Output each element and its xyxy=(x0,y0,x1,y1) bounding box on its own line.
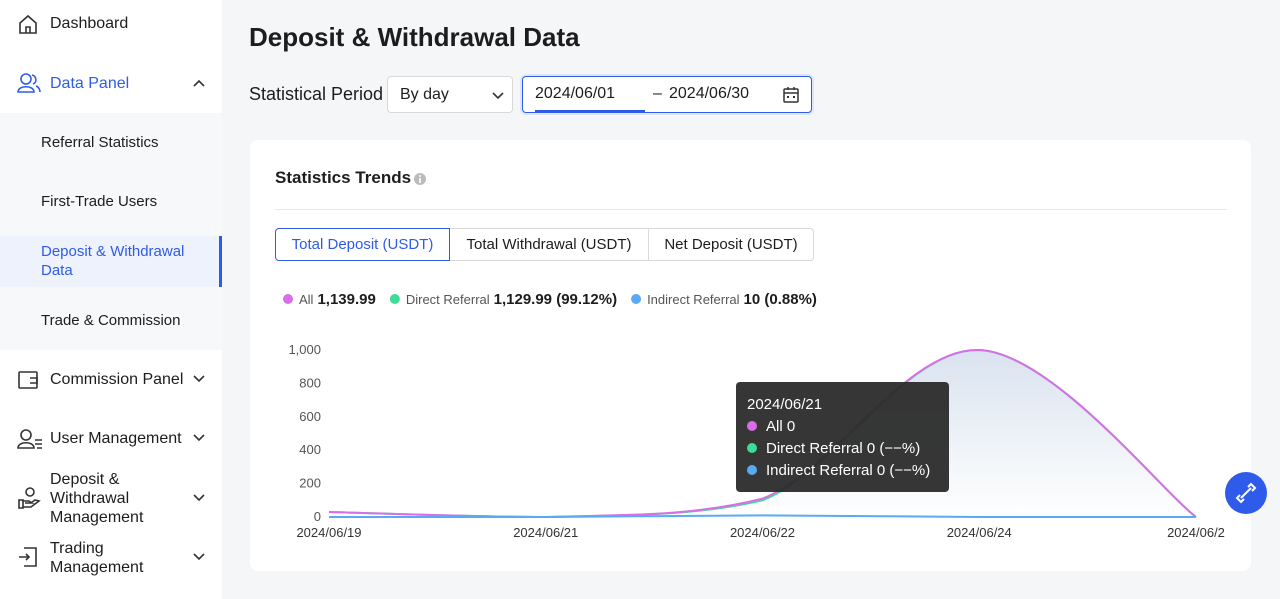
legend-total: 1,129.99 (99.12%) xyxy=(494,291,617,308)
legend-dot xyxy=(389,294,400,304)
chevron xyxy=(193,494,205,502)
sub-item[interactable]: Referral Statistics xyxy=(41,134,159,151)
x-tick-label: 2024/06/24 xyxy=(947,525,1012,540)
date-end[interactable]: 2024/06/30 xyxy=(669,85,750,102)
sidebar: Dashboard Data Panel Referral Statistics… xyxy=(0,0,222,599)
float-button[interactable] xyxy=(1225,472,1267,514)
active-row xyxy=(0,236,222,287)
legend-total: 10 (0.88%) xyxy=(744,291,817,308)
tooltip-item: Indirect Referral 0 (−−%) xyxy=(766,462,930,479)
divider xyxy=(275,209,1227,210)
date-start[interactable]: 2024/06/01 xyxy=(535,85,616,102)
icon xyxy=(19,14,37,34)
tooltip-item: All 0 xyxy=(766,418,795,435)
nav-item[interactable]: Deposit & Withdrawal Management xyxy=(50,471,144,526)
tooltip-bg xyxy=(736,382,949,492)
nav-item[interactable]: Trading Management xyxy=(50,540,144,576)
nav-item[interactable]: Dashboard xyxy=(50,15,129,32)
submenu xyxy=(0,113,222,350)
icon xyxy=(17,73,41,93)
icon xyxy=(18,371,38,389)
legend-dot xyxy=(283,294,293,304)
info-icon[interactable] xyxy=(413,172,427,186)
tooltip: 2024/06/21 All 0 Direct Referral 0 (−−%) In… xyxy=(736,382,949,492)
page-title: Deposit & Withdrawal Data xyxy=(249,22,580,52)
chevron xyxy=(193,553,205,561)
sub-item[interactable]: Deposit & Withdrawal Data xyxy=(41,243,185,279)
icon xyxy=(18,487,41,509)
tab[interactable]: Net Deposit (USDT) xyxy=(648,228,814,261)
tooltip-dot xyxy=(747,443,757,453)
x-tick-label: 2024/06/21 xyxy=(513,525,578,540)
tooltip-dot xyxy=(747,421,757,431)
tab[interactable]: Total Withdrawal (USDT) xyxy=(449,228,649,261)
chevron xyxy=(193,79,205,87)
card-title: Statistics Trends xyxy=(275,168,412,187)
x-tick-label: 2024/06/2 xyxy=(1167,525,1225,540)
x-tick-label: 2024/06/22 xyxy=(730,525,795,540)
y-tick-label: 600 xyxy=(299,409,321,424)
y-tick-label: 1,000 xyxy=(288,342,321,357)
nav-item[interactable]: Data Panel xyxy=(50,75,130,92)
y-tick-label: 800 xyxy=(299,375,321,390)
y-tick-label: 0 xyxy=(314,509,321,524)
legend-label: All xyxy=(299,292,314,307)
icon xyxy=(17,429,42,449)
chevron xyxy=(492,92,504,100)
separator: – xyxy=(653,85,662,102)
period-select[interactable]: By day xyxy=(387,76,513,113)
y-tick-label: 200 xyxy=(299,476,321,491)
select-value: By day xyxy=(400,86,449,103)
active-underline xyxy=(535,110,645,112)
legend-dot xyxy=(631,294,642,304)
calendar-icon xyxy=(783,87,799,103)
nav-item[interactable]: User Management xyxy=(50,430,182,447)
legend-label: Indirect Referral xyxy=(647,292,740,307)
nav-item[interactable]: Commission Panel xyxy=(50,371,184,388)
sub-item[interactable]: First-Trade Users xyxy=(41,193,158,210)
y-tick-label: 400 xyxy=(299,442,321,457)
line xyxy=(329,514,1196,519)
area xyxy=(329,349,1196,517)
tab[interactable]: Total Deposit (USDT) xyxy=(275,228,450,261)
tooltip-item: Direct Referral 0 (−−%) xyxy=(766,440,920,457)
active-indicator xyxy=(219,236,222,287)
icon xyxy=(19,547,37,567)
sub-item[interactable]: Trade & Commission xyxy=(41,312,181,329)
chevron xyxy=(193,375,205,383)
chevron xyxy=(193,434,205,442)
tooltip-title: 2024/06/21 xyxy=(747,396,822,413)
date-range[interactable]: 2024/06/01 – 2024/06/30 xyxy=(522,76,812,113)
x-tick-label: 2024/06/19 xyxy=(296,525,361,540)
legend-label: Direct Referral xyxy=(406,292,490,307)
legend-total: 1,139.99 xyxy=(317,291,375,308)
tooltip-dot xyxy=(747,465,757,475)
filter-label: Statistical Period xyxy=(249,84,384,104)
link-icon xyxy=(1235,482,1257,504)
